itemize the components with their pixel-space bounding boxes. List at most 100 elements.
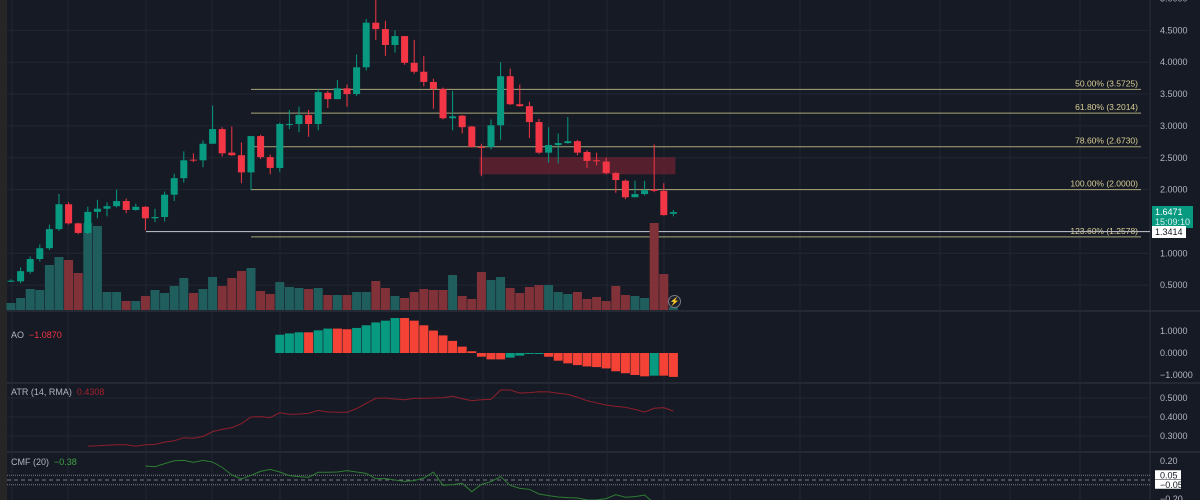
candle-body (55, 204, 63, 230)
volume-bar (448, 275, 458, 310)
candle-body (65, 204, 73, 224)
ao-axis-label: −1.0000 (1160, 370, 1193, 380)
candle-body (333, 88, 341, 100)
volume-bar (198, 289, 208, 310)
candle-body (141, 206, 149, 219)
volume-bar (150, 290, 160, 310)
candle-body (372, 22, 380, 30)
supply-zone-box (479, 157, 676, 175)
ao-legend[interactable]: AO −1.0870 (11, 330, 62, 340)
volume-bar (304, 289, 314, 310)
fib-level-label: 61.80% (3.2014) (1075, 102, 1138, 112)
candle-body (285, 123, 293, 125)
atr-axis-label: 0.3000 (1160, 431, 1188, 441)
ao-histogram-bar (361, 325, 371, 353)
ao-value: −1.0870 (29, 330, 62, 340)
candle-body (257, 136, 265, 158)
candle-body (180, 160, 188, 179)
atr-value: 0.4308 (76, 387, 105, 397)
candle-body (381, 29, 389, 46)
ao-histogram-bar (524, 353, 534, 354)
candle-body (103, 206, 111, 209)
ao-histogram-bar (620, 353, 630, 374)
ao-histogram-bar (294, 332, 304, 353)
candle-body (343, 88, 351, 95)
volume-bar (83, 223, 93, 310)
price-axis-label: 0.5000 (1160, 280, 1188, 290)
ao-histogram-bar (275, 334, 285, 353)
ao-histogram-bar (553, 353, 563, 361)
cmf-title: CMF (20) (11, 457, 49, 467)
candle-body (7, 280, 15, 282)
ao-histogram-bar (659, 353, 669, 376)
candle-body (506, 76, 514, 105)
volume-bar (352, 292, 362, 310)
price-axis-label: 2.5000 (1160, 153, 1188, 163)
price-axis-label: 5.0000 (1160, 0, 1188, 4)
ao-histogram-bar (400, 318, 410, 353)
volume-bar (611, 286, 621, 310)
candle-body (554, 143, 562, 146)
volume-bar (457, 296, 467, 310)
volume-bar (390, 296, 400, 310)
cmf-legend[interactable]: CMF (20) −0.38 (11, 457, 77, 467)
candle-body (362, 22, 370, 68)
ao-axis-label: 1.0000 (1160, 326, 1188, 336)
volume-bar (323, 295, 333, 310)
volume-bar (25, 289, 35, 310)
volume-bar (112, 292, 122, 310)
volume-bar (640, 298, 650, 310)
candle-body (468, 126, 476, 147)
candle-body (36, 248, 44, 260)
candle-body (353, 67, 361, 95)
ao-histogram-bar (640, 353, 650, 377)
cmf-axis-label: −0.20 (1160, 494, 1183, 500)
cmf-axis-tag (1155, 470, 1181, 480)
ao-histogram-bar (390, 318, 400, 353)
ao-histogram-bar (380, 320, 390, 353)
ao-histogram-bar (284, 333, 294, 353)
volume-bar (294, 288, 304, 310)
ao-histogram-bar (486, 353, 496, 360)
volume-bar (630, 296, 640, 310)
price-axis-label: 3.5000 (1160, 89, 1188, 99)
atr-legend[interactable]: ATR (14, RMA) 0.4308 (11, 387, 104, 397)
volume-bar (217, 286, 227, 310)
candle-body (228, 152, 236, 156)
candle-body (497, 76, 505, 126)
price-axis-label: 2.0000 (1160, 185, 1188, 195)
volume-bar (496, 277, 506, 310)
volume-bar (140, 296, 150, 310)
candle-body (535, 122, 543, 153)
volume-bar (92, 226, 102, 310)
candle-body (324, 92, 332, 100)
ao-histogram-bar (630, 353, 640, 375)
ao-histogram-bar (313, 330, 323, 353)
volume-bar (428, 290, 438, 310)
candle-body (449, 116, 457, 119)
volume-bar (64, 260, 74, 310)
fib-level-label: 50.00% (3.5725) (1075, 78, 1138, 88)
price-axis-label: 1.0000 (1160, 248, 1188, 258)
candle-body (621, 180, 629, 198)
candle-body (276, 123, 284, 168)
volume-bar (380, 288, 390, 310)
lightning-icon[interactable]: ⚡ (668, 295, 681, 308)
candle-body (641, 190, 649, 195)
candle-body (660, 190, 668, 216)
ao-histogram-bar (467, 351, 477, 353)
ao-histogram-bar (476, 353, 486, 357)
candle-body (612, 173, 620, 181)
candle-body (295, 115, 303, 124)
candle-body (401, 36, 409, 63)
volume-bar (467, 299, 477, 310)
ao-histogram-bar (592, 353, 602, 368)
candle-body (583, 152, 591, 161)
volume-bar (515, 293, 525, 310)
volume-bar (102, 292, 112, 310)
volume-bar (121, 301, 131, 310)
volume-bar (236, 271, 246, 310)
volume-bar (419, 289, 429, 310)
volume-bar (668, 307, 678, 310)
